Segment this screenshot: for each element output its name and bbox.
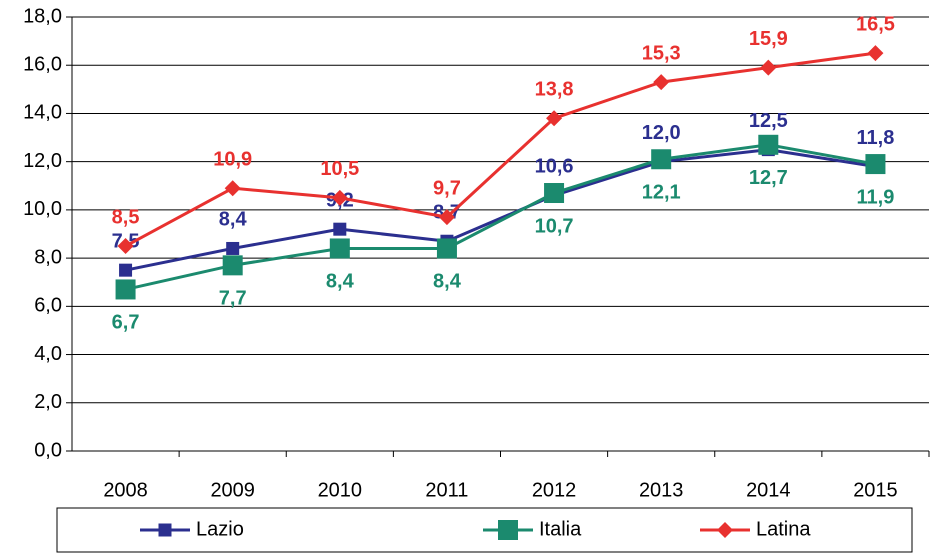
value-label: 8,4 [219, 209, 248, 231]
x-tick-label: 2011 [425, 479, 468, 501]
x-tick-label: 2010 [318, 479, 363, 501]
y-tick-label: 2,0 [34, 391, 62, 413]
series-line [124, 51, 876, 248]
value-label: 11,8 [857, 127, 895, 149]
data-point [760, 59, 777, 76]
value-label: 9,7 [433, 177, 461, 199]
value-label: 6,7 [112, 312, 140, 334]
series-line [125, 143, 876, 291]
data-point [651, 149, 672, 170]
value-label: 16,5 [856, 13, 895, 35]
y-tick-label: 12,0 [23, 150, 62, 172]
data-point [438, 209, 455, 226]
data-point [867, 45, 884, 62]
value-label: 15,3 [642, 42, 681, 64]
legend-marker [498, 520, 518, 540]
data-point [865, 154, 886, 175]
x-tick-label: 2009 [210, 479, 255, 501]
value-label: 12,1 [642, 182, 681, 204]
legend-label: Italia [539, 518, 582, 540]
x-tick-label: 2014 [746, 479, 791, 501]
series-line [125, 148, 876, 272]
data-point [333, 222, 347, 236]
value-label: 8,4 [326, 271, 355, 293]
data-point [544, 183, 565, 204]
data-point [222, 255, 243, 276]
data-point [224, 180, 241, 197]
x-tick-label: 2008 [103, 479, 148, 501]
y-tick-label: 6,0 [34, 295, 62, 317]
y-tick-label: 8,0 [34, 246, 62, 268]
value-label: 12,7 [749, 167, 788, 189]
value-label: 10,9 [213, 148, 252, 170]
x-tick-label: 2013 [639, 479, 684, 501]
data-point [653, 74, 670, 91]
data-point [758, 134, 779, 155]
value-label: 10,6 [535, 156, 574, 178]
value-label: 12,0 [642, 122, 681, 144]
legend-label: Latina [756, 518, 811, 540]
y-tick-label: 16,0 [23, 54, 62, 76]
data-point [546, 110, 563, 127]
value-label: 10,7 [535, 215, 574, 237]
data-point [331, 189, 348, 206]
data-point [226, 241, 240, 255]
value-label: 7,7 [219, 288, 247, 310]
y-tick-label: 4,0 [34, 343, 62, 365]
x-tick-label: 2015 [853, 479, 898, 501]
data-point [329, 238, 350, 259]
value-label: 13,8 [535, 79, 574, 101]
value-label: 15,9 [749, 28, 788, 50]
y-tick-label: 18,0 [23, 5, 62, 27]
legend-marker [158, 523, 172, 537]
value-label: 8,4 [433, 271, 462, 293]
data-point [119, 263, 133, 277]
y-tick-label: 0,0 [34, 439, 62, 461]
y-tick-label: 14,0 [23, 102, 62, 124]
data-point [117, 238, 134, 255]
x-tick-label: 2012 [532, 479, 577, 501]
legend-marker [717, 522, 733, 538]
data-point [115, 279, 136, 300]
value-label: 8,5 [112, 206, 140, 228]
y-tick-label: 10,0 [23, 198, 62, 220]
value-label: 10,5 [320, 158, 359, 180]
legend-label: Lazio [196, 518, 244, 540]
value-label: 12,5 [749, 110, 788, 132]
value-label: 11,9 [857, 186, 895, 208]
data-point [436, 238, 457, 259]
